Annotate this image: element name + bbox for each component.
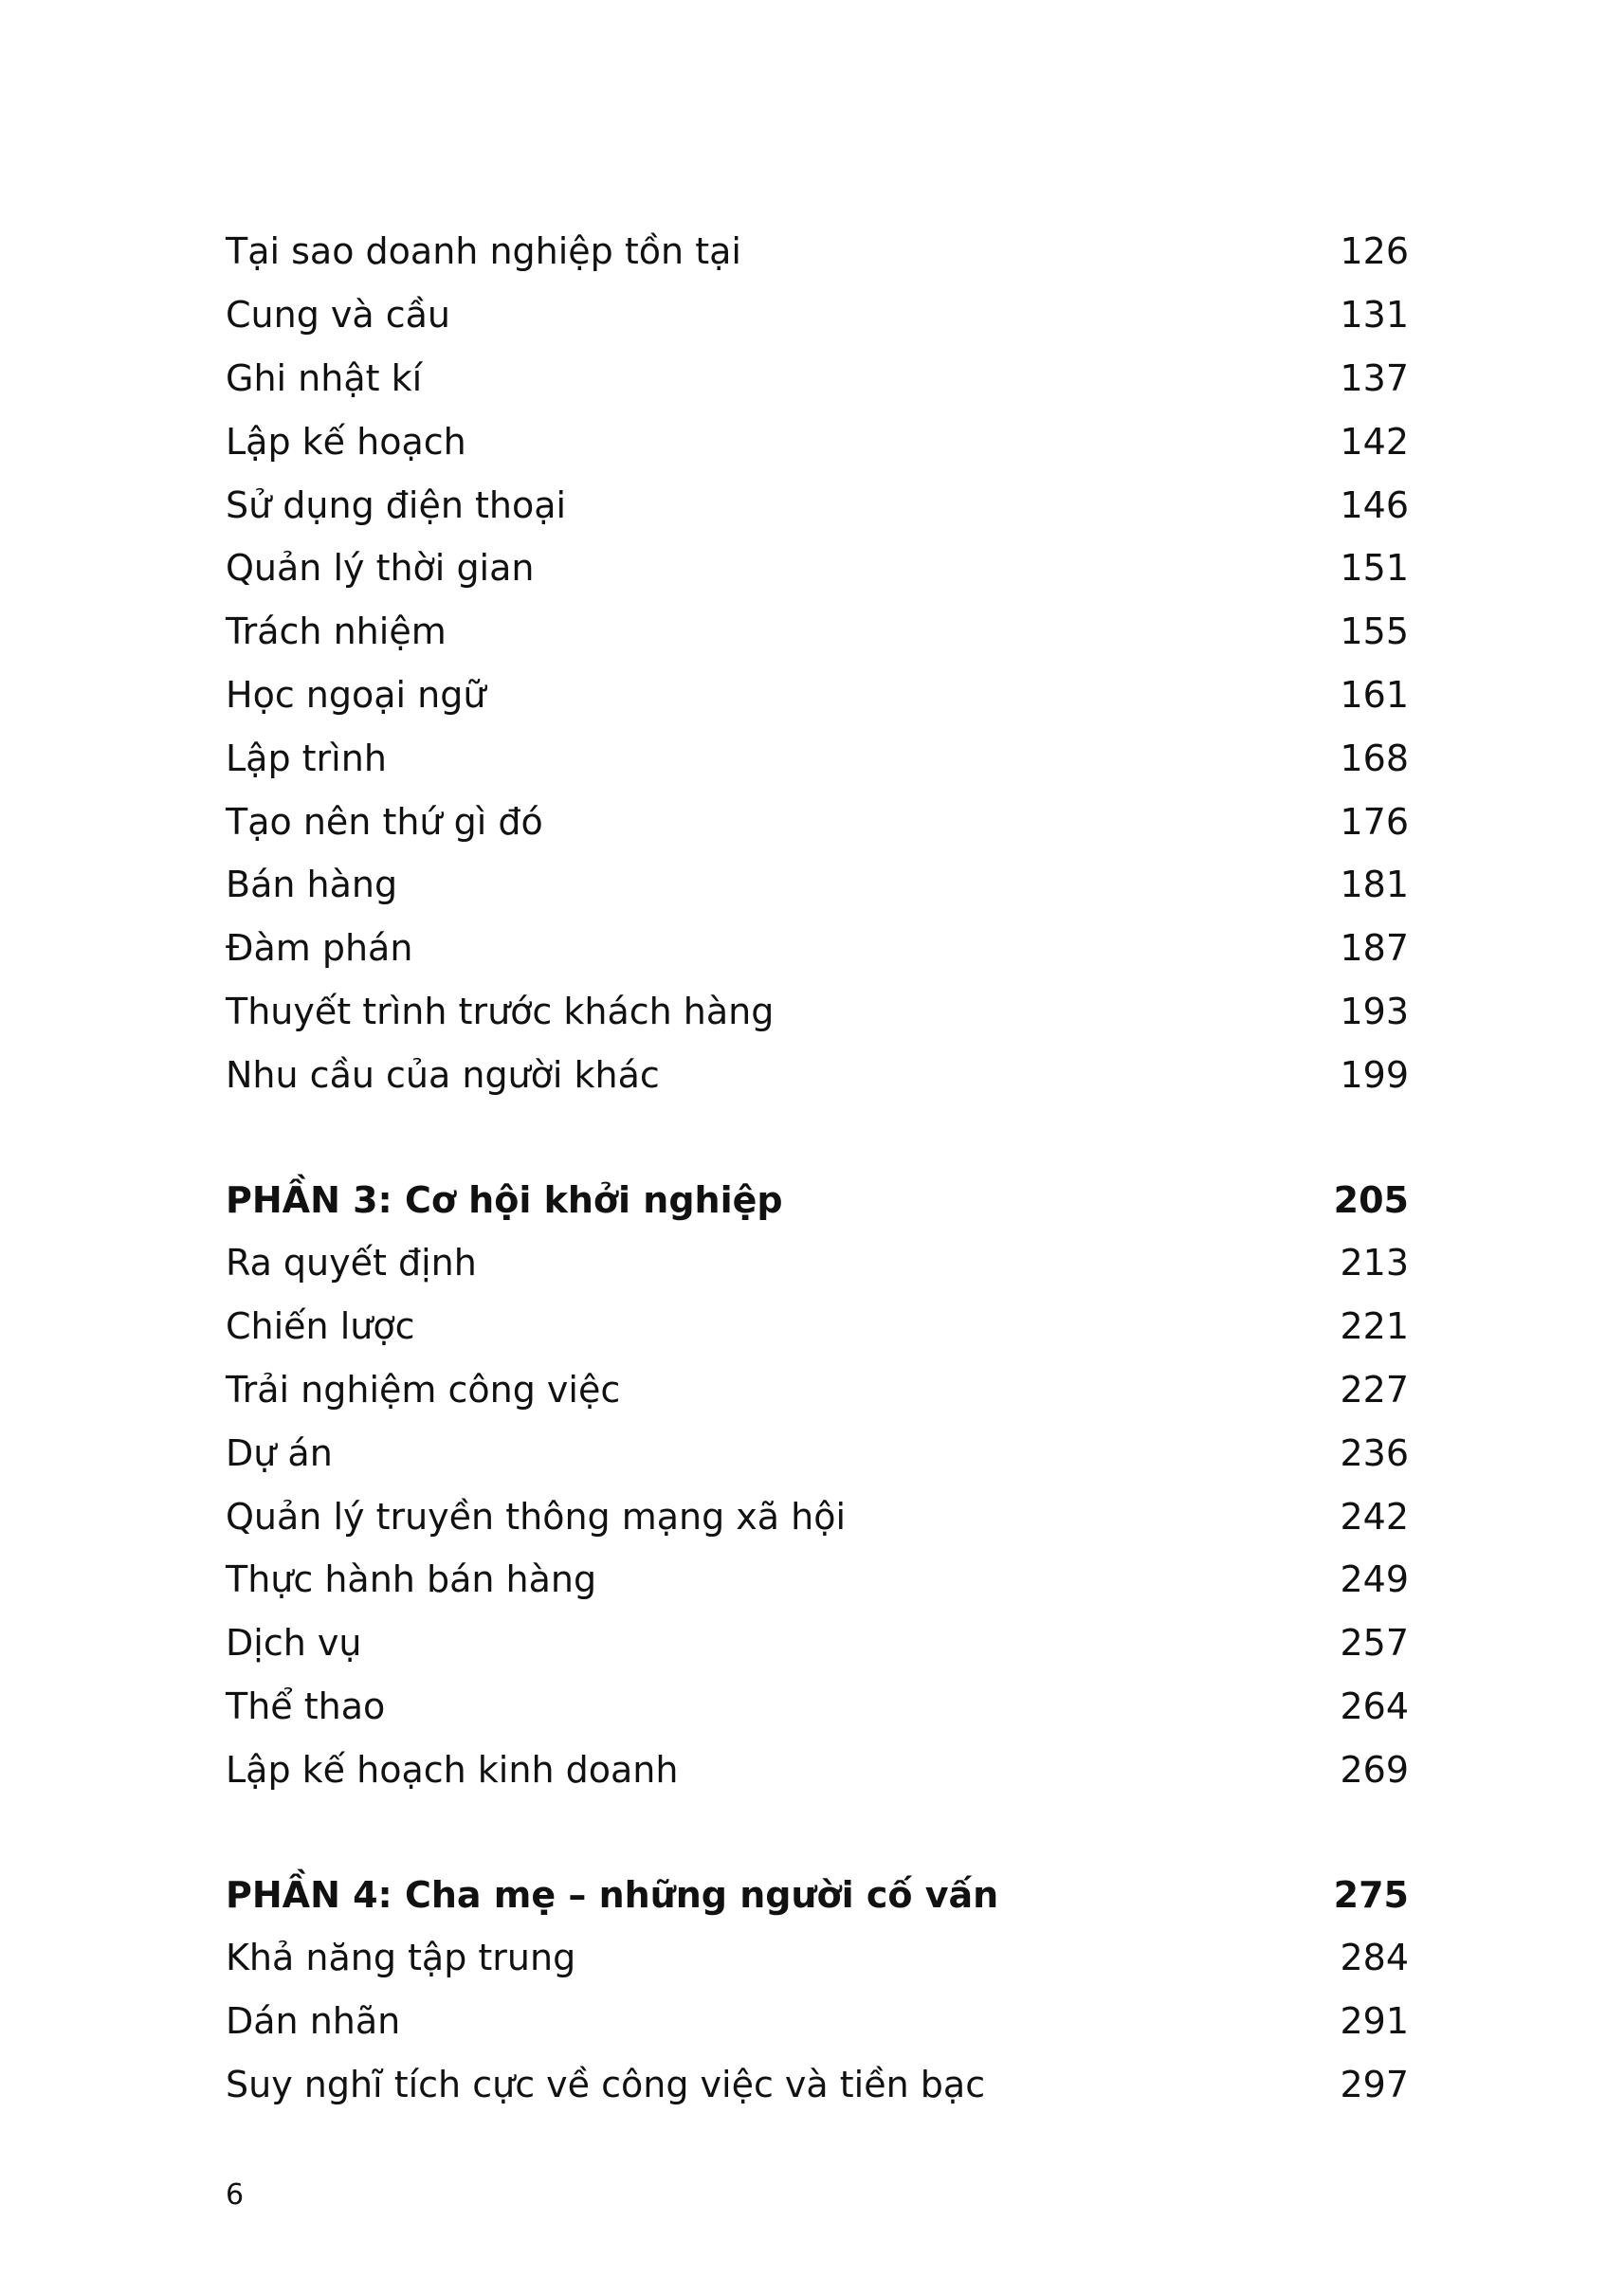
table-of-contents: Tại sao doanh nghiệp tồn tại 126 Cung và c…: [226, 220, 1409, 2116]
toc-page: 168: [1340, 737, 1409, 779]
toc-page: 275: [1333, 1873, 1409, 1916]
toc-title: Trách nhiệm: [226, 610, 447, 653]
toc-title: Nhu cầu của người khác: [226, 1053, 660, 1096]
toc-page: 176: [1340, 800, 1409, 843]
toc-entry: Dịch vụ 257: [226, 1612, 1409, 1675]
toc-page: 242: [1340, 1495, 1409, 1538]
toc-page: 205: [1333, 1178, 1409, 1221]
toc-entry: Quản lý thời gian 151: [226, 537, 1409, 600]
toc-page: 284: [1340, 1937, 1409, 1979]
toc-title: Suy nghĩ tích cực về công việc và tiền b…: [226, 2063, 986, 2105]
toc-entry: Chiến lược 221: [226, 1295, 1409, 1358]
toc-entry: Học ngoại ngữ 161: [226, 664, 1409, 727]
toc-section-heading: PHẦN 3: Cơ hội khởi nghiệp 205: [226, 1168, 1409, 1231]
toc-title: Dán nhãn: [226, 2000, 401, 2043]
toc-entry: Ra quyết định 213: [226, 1231, 1409, 1295]
toc-page: 187: [1340, 927, 1409, 970]
toc-title: Quản lý truyền thông mạng xã hội: [226, 1495, 847, 1538]
toc-page: 297: [1340, 2063, 1409, 2105]
toc-title: Lập kế hoạch kinh doanh: [226, 1748, 679, 1791]
toc-title: Khả năng tập trung: [226, 1937, 576, 1979]
toc-title: Sử dụng điện thoại: [226, 483, 567, 526]
toc-title: Cung và cầu: [226, 294, 451, 337]
toc-title: Tạo nên thứ gì đó: [226, 800, 543, 843]
toc-title: Đàm phán: [226, 927, 413, 970]
toc-entry: Bán hàng 181: [226, 853, 1409, 917]
toc-page: 199: [1340, 1053, 1409, 1096]
toc-section-heading: PHẦN 4: Cha mẹ – những người cố vấn 275: [226, 1863, 1409, 1926]
toc-entry: Thuyết trình trước khách hàng 193: [226, 980, 1409, 1044]
toc-page: 227: [1340, 1368, 1409, 1411]
toc-entry: Trách nhiệm 155: [226, 600, 1409, 664]
toc-title: Trải nghiệm công việc: [226, 1368, 621, 1411]
toc-title: Bán hàng: [226, 864, 398, 906]
toc-page: 236: [1340, 1431, 1409, 1474]
toc-page: 126: [1340, 230, 1409, 273]
toc-page: 155: [1340, 610, 1409, 653]
toc-title: Thể thao: [226, 1685, 386, 1727]
toc-title: Lập trình: [226, 737, 387, 779]
toc-entry: Sử dụng điện thoại 146: [226, 473, 1409, 537]
toc-title: Học ngoại ngữ: [226, 673, 486, 716]
toc-entry: Cung và cầu 131: [226, 283, 1409, 347]
toc-title: Thực hành bán hàng: [226, 1558, 597, 1601]
toc-page: 257: [1340, 1622, 1409, 1665]
toc-page: 151: [1340, 547, 1409, 590]
toc-entry: Tạo nên thứ gì đó 176: [226, 790, 1409, 853]
toc-title: Dịch vụ: [226, 1622, 362, 1665]
toc-entry: Ghi nhật kí 137: [226, 347, 1409, 410]
toc-page: 221: [1340, 1305, 1409, 1348]
toc-entry: Thể thao 264: [226, 1675, 1409, 1739]
toc-title: Dự án: [226, 1431, 333, 1474]
toc-entry: Trải nghiệm công việc 227: [226, 1358, 1409, 1422]
toc-title: Lập kế hoạch: [226, 420, 466, 463]
toc-page: 146: [1340, 483, 1409, 526]
page-number: 6: [226, 2178, 245, 2212]
toc-page: 213: [1340, 1242, 1409, 1284]
toc-entry: Khả năng tập trung 284: [226, 1926, 1409, 1990]
toc-page: 264: [1340, 1685, 1409, 1727]
toc-title: PHẦN 3: Cơ hội khởi nghiệp: [226, 1178, 783, 1221]
toc-title: Ra quyết định: [226, 1242, 477, 1284]
toc-entry: Dán nhãn 291: [226, 1990, 1409, 2053]
toc-entry: Lập kế hoạch 142: [226, 410, 1409, 473]
toc-title: Ghi nhật kí: [226, 356, 423, 399]
toc-entry: Dự án 236: [226, 1421, 1409, 1484]
toc-page: 142: [1340, 420, 1409, 463]
toc-entry: Thực hành bán hàng 249: [226, 1548, 1409, 1612]
toc-entry: Nhu cầu của người khác 199: [226, 1043, 1409, 1106]
toc-title: Chiến lược: [226, 1305, 415, 1348]
toc-page: 137: [1340, 356, 1409, 399]
toc-entry: Quản lý truyền thông mạng xã hội 242: [226, 1484, 1409, 1548]
toc-page: 291: [1340, 2000, 1409, 2043]
toc-page: 161: [1340, 673, 1409, 716]
toc-entry: Lập kế hoạch kinh doanh 269: [226, 1738, 1409, 1801]
toc-page: 181: [1340, 864, 1409, 906]
toc-entry: Tại sao doanh nghiệp tồn tại 126: [226, 220, 1409, 283]
toc-title: Quản lý thời gian: [226, 547, 535, 590]
toc-entry: Đàm phán 187: [226, 917, 1409, 980]
toc-page: 131: [1340, 294, 1409, 337]
toc-entry: Suy nghĩ tích cực về công việc và tiền b…: [226, 2053, 1409, 2117]
toc-title: PHẦN 4: Cha mẹ – những người cố vấn: [226, 1873, 999, 1916]
toc-page: 193: [1340, 990, 1409, 1032]
toc-entry: Lập trình 168: [226, 726, 1409, 790]
toc-title: Thuyết trình trước khách hàng: [226, 990, 775, 1032]
toc-title: Tại sao doanh nghiệp tồn tại: [226, 230, 741, 273]
toc-page: 269: [1340, 1748, 1409, 1791]
toc-page: 249: [1340, 1558, 1409, 1601]
